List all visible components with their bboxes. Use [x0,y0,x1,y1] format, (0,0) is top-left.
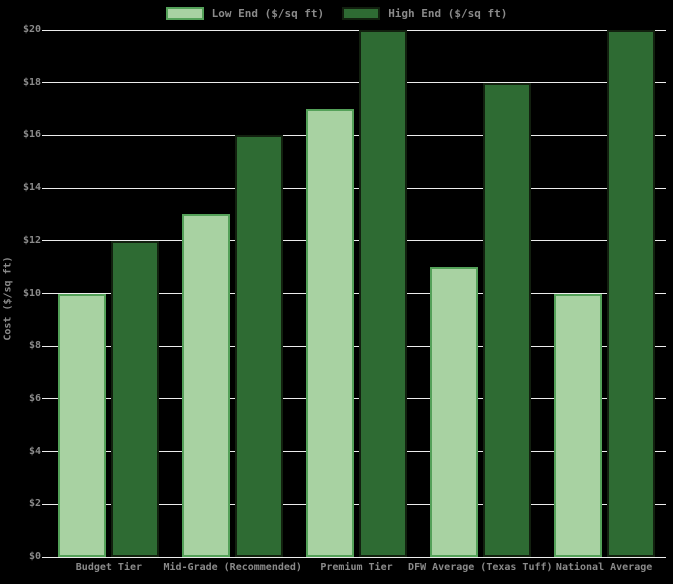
gridline-18 [47,82,666,84]
y-tick-label-2: $2 [28,498,41,510]
gridline-4 [47,451,666,453]
gridline-12 [47,240,666,242]
y-tick-mark-2 [42,503,47,505]
x-tick-label-budget-tier: Budget Tier [75,562,143,573]
y-tick-label-20: $20 [22,24,41,35]
x-tick-label-national-average: National Average [555,562,653,573]
y-tick-label-4: $4 [28,445,41,457]
gridline-20 [47,29,666,31]
premium-tier-high-end-bar [359,30,407,557]
dfw-average-texas-tuff-high-end-bar [482,82,531,557]
gridline-0 [47,556,666,558]
budget-tier-low-end-bar [58,293,107,557]
y-tick-mark-10 [42,293,47,294]
gridline-14 [47,187,666,189]
y-tick-mark-0 [42,556,47,558]
legend-swatch-low-end [165,7,204,20]
y-tick-mark-4 [42,451,47,453]
y-tick-label-14: $14 [22,182,41,194]
y-tick-mark-18 [42,82,47,84]
legend-item-high-end: High End ($/sq ft) [342,7,507,20]
legend-item-low-end: Low End ($/sq ft) [165,7,325,20]
y-tick-label-18: $18 [22,76,41,88]
legend: Low End ($/sq ft) High End ($/sq ft) [0,7,673,20]
dfw-average-texas-tuff-low-end-bar [429,267,478,557]
gridline-8 [47,345,666,347]
y-tick-mark-12 [42,240,47,242]
y-tick-label-12: $12 [22,234,41,246]
legend-label-high-end: High End ($/sq ft) [388,7,508,20]
y-tick-label-8: $8 [28,340,41,352]
national-average-high-end-bar [606,30,655,557]
x-tick-label-mid-grade-recommended: Mid-Grade (Recommended) [163,562,302,573]
gridline-6 [47,398,666,400]
y-tick-label-16: $16 [22,129,41,141]
y-tick-mark-8 [42,345,47,347]
y-tick-label-10: $10 [22,287,41,299]
x-tick-label-dfw-average-texas-tuff: DFW Average (Texas Tuff) [408,562,553,573]
budget-tier-high-end-bar [111,240,160,557]
plot-area [42,29,666,558]
legend-label-low-end: Low End ($/sq ft) [211,7,325,20]
y-tick-mark-20 [42,29,47,31]
gridline-16 [47,134,666,136]
legend-swatch-high-end [342,7,381,20]
y-tick-mark-6 [42,398,47,400]
y-tick-mark-14 [42,187,47,189]
national-average-low-end-bar [553,293,602,557]
premium-tier-low-end-bar [306,109,354,557]
gridline-2 [47,503,666,505]
y-tick-mark-16 [42,134,47,136]
gridline-10 [47,293,666,294]
mid-grade-recommended-high-end-bar [235,135,284,557]
y-tick-label-0: $0 [28,551,41,562]
mid-grade-recommended-low-end-bar [182,214,231,557]
y-tick-label-6: $6 [28,392,41,404]
x-tick-label-premium-tier: Premium Tier [320,562,393,573]
